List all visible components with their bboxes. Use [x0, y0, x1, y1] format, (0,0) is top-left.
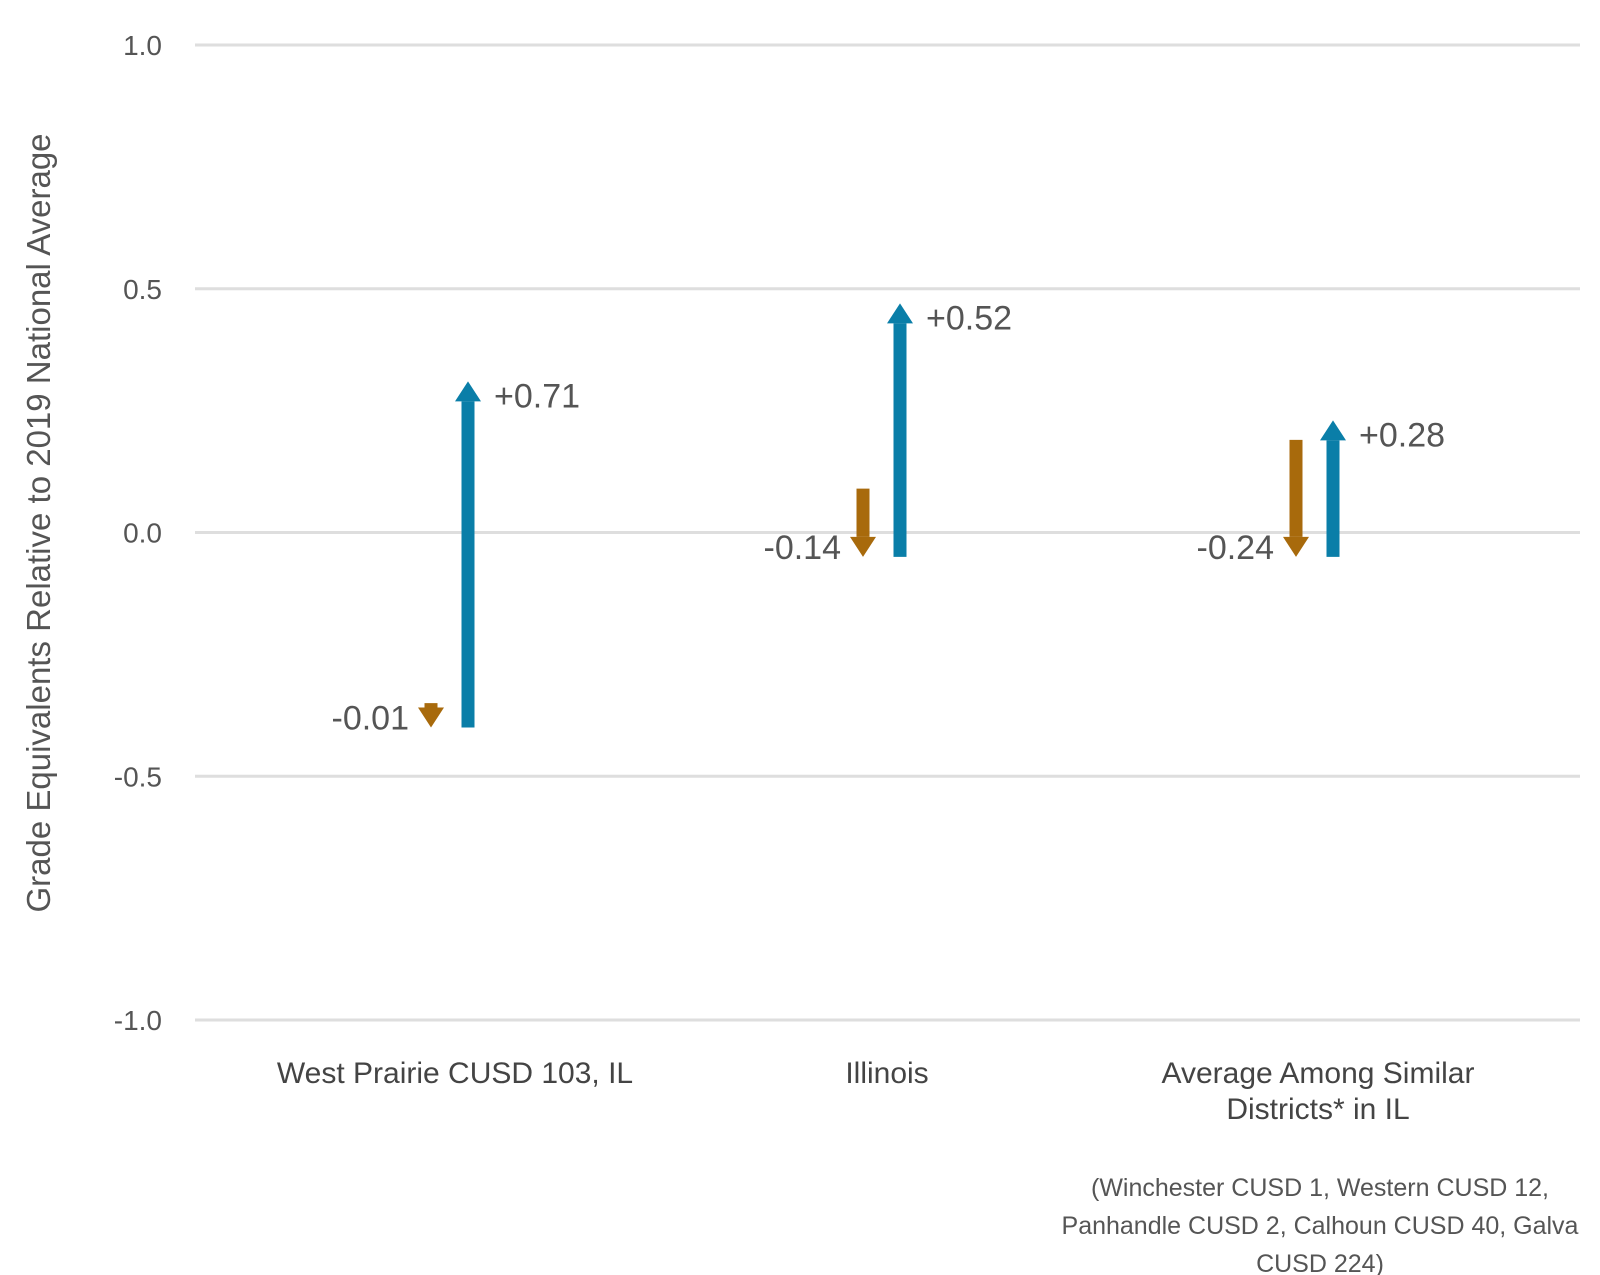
y-axis-label: Grade Equivalents Relative to 2019 Natio…	[20, 133, 57, 912]
arrow-shaft	[461, 401, 475, 728]
arrow-head	[418, 707, 444, 728]
arrow-shaft	[1326, 440, 1340, 557]
arrow-head	[887, 303, 913, 324]
arrow-head	[455, 381, 481, 402]
arrow-shaft	[424, 703, 438, 708]
data-label: +0.71	[494, 377, 580, 415]
arrow-head	[1320, 420, 1346, 441]
data-label: -0.24	[1197, 529, 1275, 567]
x-axis-categories: West Prairie CUSD 103, IL Illinois Average…	[277, 1057, 1475, 1126]
y-axis-ticks: 1.0 0.5 0.0 -0.5 -1.0	[114, 30, 162, 1036]
arrow-shaft	[1289, 439, 1303, 537]
y-tick-label: -0.5	[114, 761, 162, 792]
y-tick-label: 0.0	[123, 518, 162, 549]
data-labels: -0.01 +0.71 -0.14 +0.52 -0.24 +0.28	[332, 299, 1446, 737]
category-label: Districts* in IL	[1226, 1093, 1409, 1126]
arrow-head	[850, 536, 876, 557]
footnote-line: CUSD 224)	[1256, 1250, 1384, 1275]
data-label: -0.01	[332, 700, 410, 738]
arrow-shaft	[893, 323, 907, 557]
arrow-shaft	[856, 488, 870, 537]
y-tick-label: -1.0	[114, 1005, 162, 1036]
category-label: West Prairie CUSD 103, IL	[277, 1057, 633, 1090]
y-tick-label: 0.5	[123, 274, 162, 305]
category-label: Average Among Similar	[1162, 1057, 1475, 1090]
y-tick-label: 1.0	[123, 30, 162, 61]
footnote-line: (Winchester CUSD 1, Western CUSD 12,	[1091, 1174, 1549, 1202]
arrows	[418, 303, 1346, 728]
arrow-head	[1283, 536, 1309, 557]
footnote-line: Panhandle CUSD 2, Calhoun CUSD 40, Galva	[1062, 1212, 1579, 1240]
data-label: -0.14	[764, 529, 842, 567]
data-label: +0.28	[1359, 416, 1445, 454]
category-label: Illinois	[845, 1057, 928, 1090]
data-label: +0.52	[926, 299, 1012, 337]
footnote: (Winchester CUSD 1, Western CUSD 12, Panh…	[1062, 1174, 1579, 1275]
gridlines	[195, 43, 1580, 1022]
